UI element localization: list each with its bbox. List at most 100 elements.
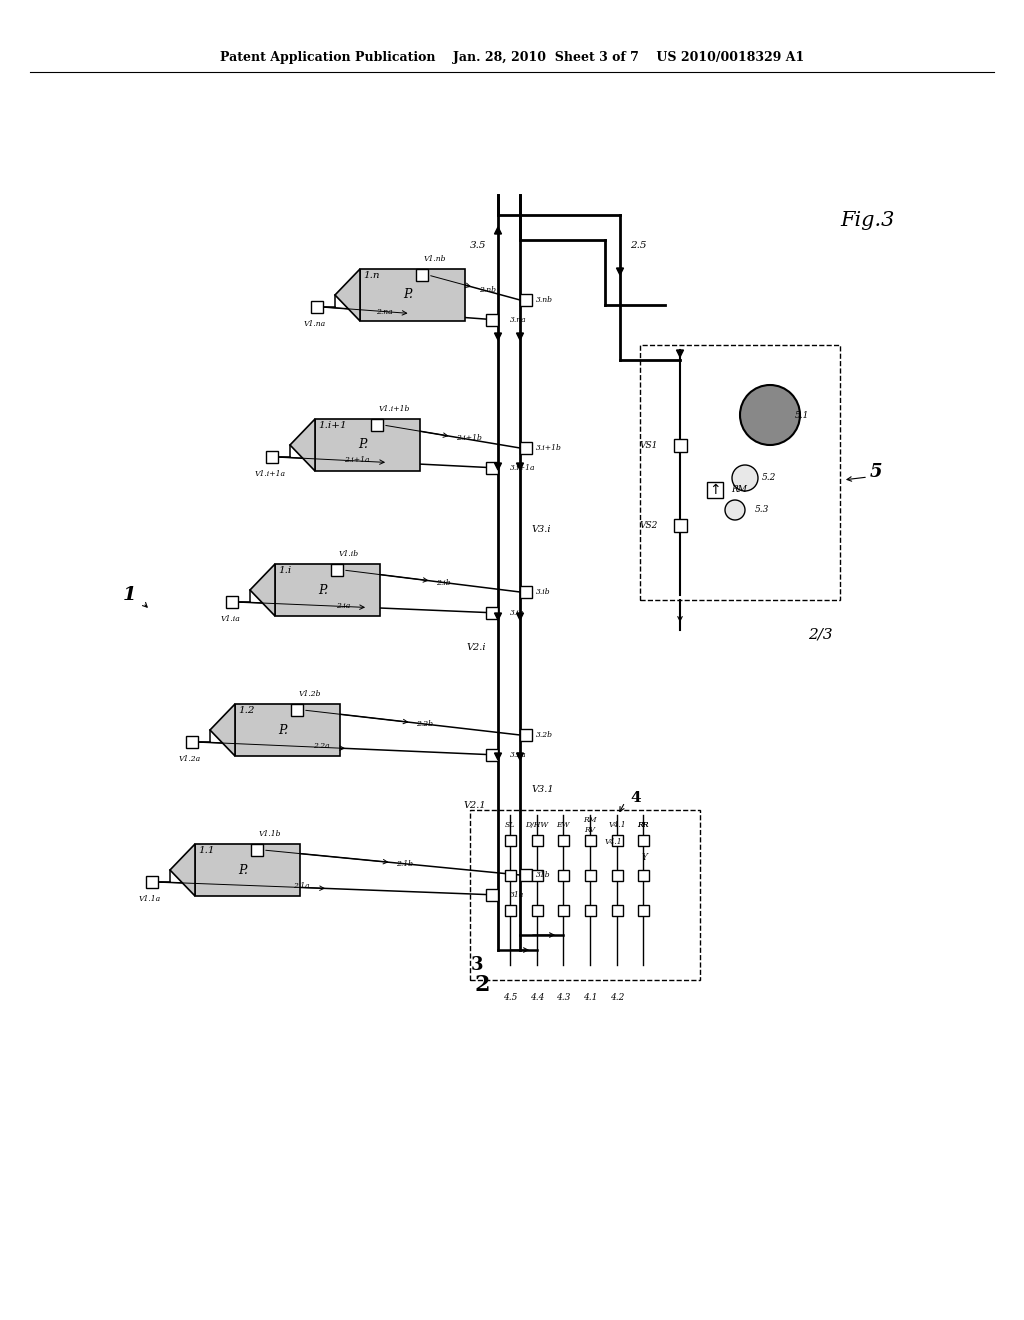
Text: 2.nb: 2.nb (479, 285, 496, 293)
Bar (674, 519, 686, 532)
Bar (611, 870, 623, 880)
Text: P.: P. (358, 438, 368, 451)
Text: Patent Application Publication    Jan. 28, 2010  Sheet 3 of 7    US 2010/0018329: Patent Application Publication Jan. 28, … (220, 51, 804, 65)
Circle shape (725, 500, 745, 520)
Bar (585, 870, 596, 880)
Text: 3.na: 3.na (510, 315, 526, 323)
Text: P.: P. (318, 583, 328, 597)
Text: V1.nb: V1.nb (424, 255, 446, 263)
Text: V1.ib: V1.ib (339, 550, 359, 558)
Text: 4.5: 4.5 (503, 994, 517, 1002)
Polygon shape (616, 268, 624, 275)
Text: P.: P. (238, 863, 248, 876)
Text: 3.i+1b: 3.i+1b (536, 444, 562, 451)
Polygon shape (315, 418, 420, 471)
Bar (520, 586, 532, 598)
Text: 4: 4 (630, 791, 641, 805)
Bar (638, 834, 648, 846)
Bar (557, 904, 568, 916)
Bar (531, 834, 543, 846)
Circle shape (740, 385, 800, 445)
Polygon shape (234, 704, 340, 756)
Text: 2: 2 (475, 974, 490, 997)
Text: 2.1a: 2.1a (293, 883, 310, 891)
Bar (486, 314, 498, 326)
Text: RR: RR (637, 821, 649, 829)
Text: 5: 5 (870, 463, 883, 480)
Bar (520, 729, 532, 741)
Polygon shape (250, 564, 275, 616)
Polygon shape (170, 843, 195, 896)
Text: 4.1: 4.1 (583, 994, 597, 1002)
Text: 5.3: 5.3 (755, 506, 769, 515)
Text: P.: P. (403, 289, 413, 301)
Text: 3.ib: 3.ib (536, 587, 551, 597)
Text: 4.4: 4.4 (529, 994, 544, 1002)
Text: D/HW: D/HW (525, 821, 549, 829)
Text: V1.1a: V1.1a (139, 895, 161, 903)
Polygon shape (516, 463, 523, 470)
Bar (638, 904, 648, 916)
Text: 1.n: 1.n (362, 271, 380, 280)
Bar (557, 870, 568, 880)
Polygon shape (677, 350, 683, 356)
Bar (611, 834, 623, 846)
Text: V2.i: V2.i (467, 644, 486, 652)
Text: ↑: ↑ (710, 483, 721, 498)
Text: 2.i+1a: 2.i+1a (344, 457, 370, 465)
Polygon shape (360, 269, 465, 321)
Text: V4.1: V4.1 (608, 821, 626, 829)
Text: 2.ib: 2.ib (436, 579, 452, 587)
Bar (531, 870, 543, 880)
Polygon shape (335, 269, 360, 321)
Text: 1: 1 (123, 586, 137, 605)
Polygon shape (516, 612, 523, 620)
Bar (146, 876, 158, 888)
Text: P.: P. (279, 723, 288, 737)
Text: Y: Y (642, 853, 648, 862)
Bar (311, 301, 323, 313)
Bar (486, 748, 498, 762)
Text: 1.1: 1.1 (198, 846, 214, 855)
Text: RM
RV: RM RV (584, 816, 597, 834)
Polygon shape (210, 704, 234, 756)
Text: 3.2a: 3.2a (510, 751, 526, 759)
Bar (470, 810, 700, 979)
Text: 3.5: 3.5 (469, 240, 486, 249)
Bar (520, 442, 532, 454)
Bar (520, 294, 532, 306)
Text: 2.2b: 2.2b (417, 721, 433, 729)
Text: 3.nb: 3.nb (536, 296, 553, 304)
Text: 3.ia: 3.ia (510, 609, 524, 616)
Bar (266, 451, 278, 463)
Bar (486, 607, 498, 619)
Text: V1.1b: V1.1b (259, 830, 282, 838)
Bar (611, 904, 623, 916)
Text: VS2: VS2 (640, 520, 658, 529)
Text: 31a: 31a (510, 891, 524, 899)
Circle shape (732, 465, 758, 491)
Text: RM: RM (731, 486, 746, 495)
Text: 1.i: 1.i (278, 566, 291, 576)
Text: V3.1: V3.1 (532, 785, 555, 795)
Text: 1.2: 1.2 (238, 706, 255, 715)
Text: 2.5: 2.5 (630, 240, 646, 249)
Text: 5.2: 5.2 (762, 474, 776, 483)
Bar (585, 904, 596, 916)
Text: V1.2a: V1.2a (179, 755, 201, 763)
Bar (520, 869, 532, 880)
Text: V1.2b: V1.2b (299, 690, 322, 698)
Text: Fig.3: Fig.3 (840, 210, 894, 230)
Text: 1.i+1: 1.i+1 (318, 421, 347, 430)
Bar (226, 597, 238, 609)
Bar (486, 462, 498, 474)
Bar (531, 904, 543, 916)
Text: V2.1: V2.1 (464, 800, 486, 809)
Text: V1.i+1a: V1.i+1a (255, 470, 286, 478)
Text: 2.2a: 2.2a (313, 742, 330, 751)
Polygon shape (495, 333, 502, 341)
Text: 3.2b: 3.2b (536, 731, 553, 739)
Bar (638, 870, 648, 880)
Text: 2.i+1b: 2.i+1b (457, 434, 482, 442)
Polygon shape (495, 227, 502, 234)
